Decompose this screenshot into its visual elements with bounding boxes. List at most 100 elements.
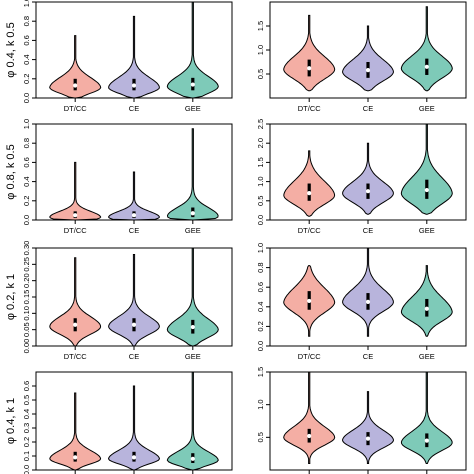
y-tick-label: 0.25 <box>22 257 31 272</box>
violin-ce <box>342 142 394 215</box>
y-tick-label: 0.2 <box>256 321 265 331</box>
violin-dt-cc <box>283 14 336 92</box>
violin-ce <box>342 25 394 92</box>
median-dot <box>190 456 195 461</box>
panel-6: 0.0 0.2 0.4 0.6 0.8 1.0 DT/CC CE GEE <box>256 243 467 361</box>
x-tick-label: GEE <box>419 352 435 361</box>
median-dot <box>131 322 137 327</box>
y-tick-label: 0.4 <box>22 54 31 64</box>
median-dot <box>424 306 429 311</box>
row-label: φ 0.4, k 1 <box>5 398 17 444</box>
y-tick-label: 1.5 <box>256 157 265 167</box>
violin-gee <box>166 1 219 99</box>
median-dot <box>307 66 312 71</box>
y-tick-label: 0.10 <box>22 306 31 321</box>
y-tick-label: 0.20 <box>22 273 31 288</box>
y-tick-label: 0.8 <box>22 138 31 148</box>
y-tick-label: 0.2 <box>22 74 31 84</box>
x-tick-label: GEE <box>185 104 201 113</box>
violin-gee <box>400 371 453 464</box>
x-tick-label: GEE <box>419 104 435 113</box>
y-tick-label: 0.0 <box>22 215 31 225</box>
violin-gee <box>166 247 219 347</box>
y-tick-label: 0.2 <box>22 196 31 206</box>
x-tick-label: GEE <box>185 352 201 361</box>
median-dot <box>424 187 429 193</box>
violin-ce <box>108 171 160 221</box>
median-dot <box>73 322 78 327</box>
x-tick-label: CE <box>129 104 139 113</box>
x-tick-label: DT/CC <box>64 104 87 113</box>
row-label: φ 0.2, k 1 <box>5 274 17 320</box>
violin-gee <box>400 123 453 215</box>
violin-dt-cc <box>49 392 102 471</box>
y-tick-label: 0.5 <box>256 432 265 442</box>
violin-ce <box>342 391 394 464</box>
violin-dt-cc <box>49 161 102 221</box>
median-dot <box>307 191 312 196</box>
median-dot <box>73 83 78 88</box>
y-tick-label: 0.5 <box>256 196 265 206</box>
violin-dt-cc <box>49 35 102 99</box>
median-dot <box>365 189 371 194</box>
x-tick-label: CE <box>129 226 139 235</box>
y-tick-label: 0.3 <box>22 423 31 433</box>
y-tick-label: 2.5 <box>256 119 265 129</box>
y-tick-label: 2.0 <box>256 138 265 148</box>
median-dot <box>190 211 195 216</box>
y-tick-label: 0.2 <box>22 437 31 447</box>
y-tick-label: 0.30 <box>22 241 31 256</box>
median-dot <box>365 436 371 441</box>
violin-dt-cc <box>283 371 336 464</box>
y-tick-label: 1.0 <box>256 243 265 253</box>
x-tick-label: CE <box>363 104 373 113</box>
y-tick-label: 0.6 <box>256 282 265 292</box>
panel-4: 0.0 0.5 1.0 1.5 2.0 2.5 DT/CC CE GEE <box>256 119 467 235</box>
row-label: φ 0.4, k 0.5 <box>5 22 17 77</box>
panel-1: 0.0 0.2 0.4 0.6 0.8 1.0 φ 0.4, k 0.5 DT/CC CE GEE <box>5 0 233 113</box>
y-tick-label: 0.6 <box>22 35 31 45</box>
x-tick-label: DT/CC <box>298 226 321 235</box>
y-tick-label: 0.5 <box>22 395 31 405</box>
median-dot <box>307 433 312 439</box>
median-dot <box>131 83 137 88</box>
median-dot <box>424 64 429 69</box>
y-tick-label: 0.4 <box>256 302 265 312</box>
x-tick-label: CE <box>129 352 139 361</box>
median-dot <box>190 324 195 330</box>
x-tick-label: DT/CC <box>298 104 321 113</box>
y-tick-label: 0.6 <box>22 157 31 167</box>
x-tick-label: DT/CC <box>64 226 87 235</box>
y-tick-label: 0.4 <box>22 176 31 186</box>
median-dot <box>365 68 371 73</box>
panel-3: 0.0 0.2 0.4 0.6 0.8 1.0 φ 0.8, k 0.5 DT/CC CE GEE <box>5 119 233 235</box>
violin-gee <box>400 6 453 92</box>
y-tick-label: 0.0 <box>22 93 31 103</box>
y-tick-label: 1.0 <box>256 45 265 55</box>
y-tick-label: 0.5 <box>256 69 265 79</box>
y-tick-label: 1.0 <box>256 176 265 186</box>
y-tick-label: 1.0 <box>256 399 265 409</box>
y-tick-label: 0.05 <box>22 322 31 337</box>
y-tick-label: 1.5 <box>256 367 265 377</box>
median-dot <box>365 299 371 304</box>
violin-ce <box>108 15 160 99</box>
y-tick-label: 0.0 <box>256 215 265 225</box>
median-dot <box>307 298 312 304</box>
y-tick-label: 0.15 <box>22 290 31 305</box>
y-tick-label: 1.0 <box>22 0 31 7</box>
median-dot <box>73 455 78 460</box>
x-tick-label: CE <box>363 352 373 361</box>
median-dot <box>73 213 78 218</box>
median-dot <box>131 455 137 460</box>
y-tick-label: 0.00 <box>22 339 31 354</box>
violin-dt-cc <box>49 257 102 347</box>
y-tick-label: 0.0 <box>22 465 31 474</box>
violin-gee <box>166 128 219 221</box>
y-tick-label: 0.0 <box>256 341 265 351</box>
y-tick-label: 0.4 <box>22 409 31 419</box>
x-tick-label: DT/CC <box>64 352 87 361</box>
median-dot <box>190 82 195 87</box>
row-label: φ 0.8, k 0.5 <box>5 144 17 199</box>
